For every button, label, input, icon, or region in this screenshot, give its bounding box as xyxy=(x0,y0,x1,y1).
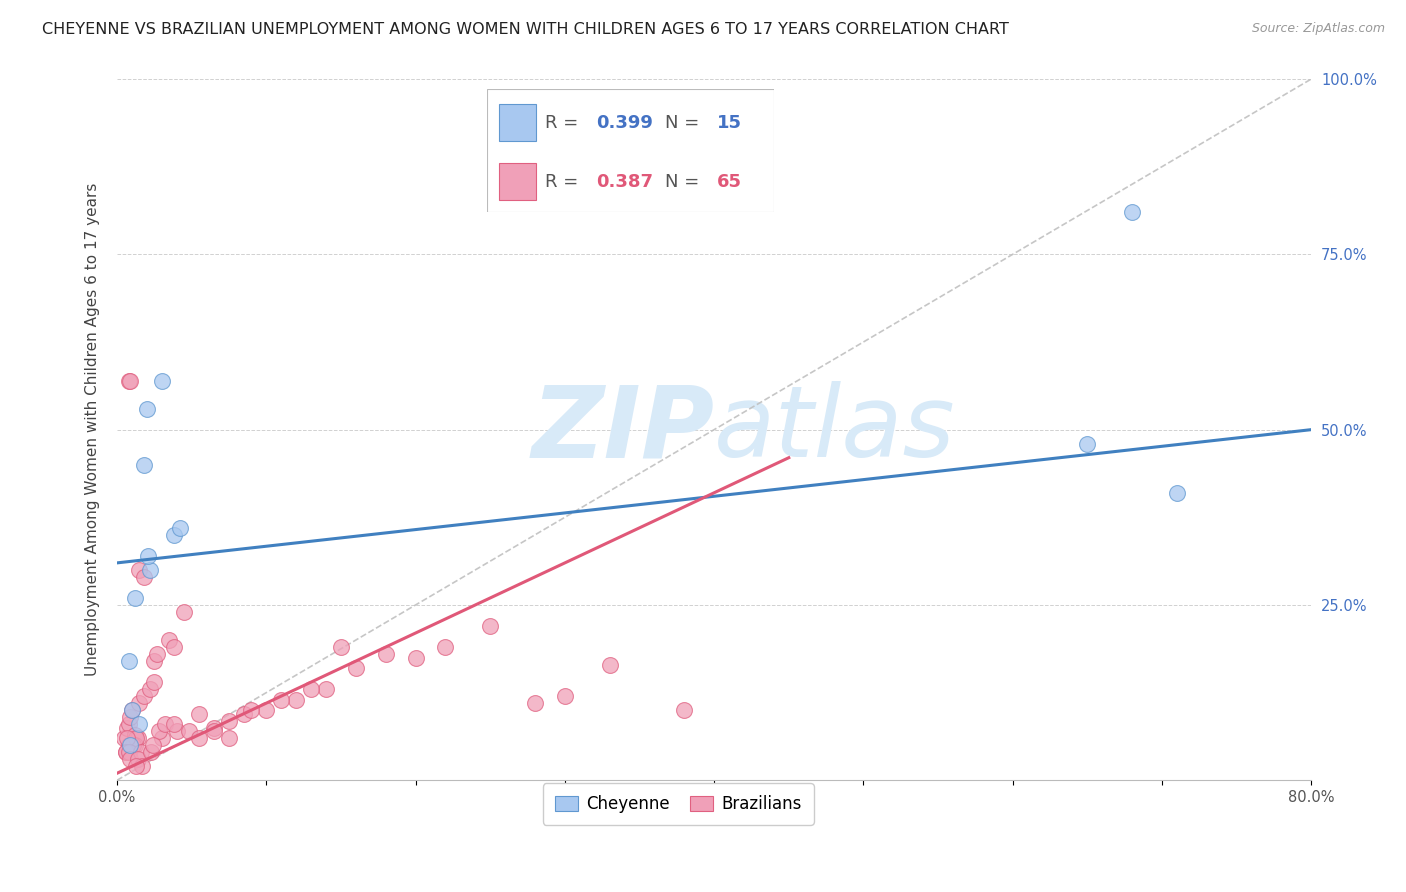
Point xyxy=(132,458,155,472)
Legend: Cheyenne, Brazilians: Cheyenne, Brazilians xyxy=(543,783,814,824)
Point xyxy=(118,738,141,752)
Text: Source: ZipAtlas.com: Source: ZipAtlas.com xyxy=(1251,22,1385,36)
Point xyxy=(188,706,211,721)
Point xyxy=(141,745,163,759)
Point xyxy=(1076,436,1098,450)
Point xyxy=(132,689,155,703)
Text: CHEYENNE VS BRAZILIAN UNEMPLOYMENT AMONG WOMEN WITH CHILDREN AGES 6 TO 17 YEARS : CHEYENNE VS BRAZILIAN UNEMPLOYMENT AMONG… xyxy=(42,22,1010,37)
Point xyxy=(118,654,141,668)
Text: atlas: atlas xyxy=(714,381,956,478)
Point xyxy=(202,724,225,739)
Point xyxy=(153,717,176,731)
Point xyxy=(554,689,576,703)
Point xyxy=(118,374,141,388)
Point xyxy=(139,682,162,697)
Point xyxy=(202,721,225,735)
Point xyxy=(132,570,155,584)
Point xyxy=(315,682,337,697)
Point xyxy=(122,738,145,752)
Point xyxy=(148,724,170,739)
Point xyxy=(599,657,621,672)
Point xyxy=(115,745,138,759)
Point xyxy=(143,675,166,690)
Point xyxy=(124,728,146,742)
Point xyxy=(150,731,173,746)
Point xyxy=(218,731,240,746)
Point xyxy=(163,640,186,654)
Point xyxy=(150,374,173,388)
Point xyxy=(524,696,547,710)
Point xyxy=(135,401,157,416)
Point xyxy=(143,654,166,668)
Point xyxy=(120,374,142,388)
Point xyxy=(232,706,254,721)
Point xyxy=(299,682,322,697)
Point xyxy=(270,692,292,706)
Point xyxy=(128,696,150,710)
Point xyxy=(124,738,146,752)
Point xyxy=(163,717,186,731)
Point xyxy=(1166,485,1188,500)
Point xyxy=(146,647,169,661)
Point xyxy=(120,738,142,752)
Point xyxy=(139,563,162,577)
Point xyxy=(1121,205,1143,219)
Point xyxy=(125,759,148,773)
Point xyxy=(374,647,396,661)
Point xyxy=(254,703,277,717)
Point xyxy=(115,745,138,759)
Point xyxy=(127,731,149,746)
Point xyxy=(673,703,696,717)
Point xyxy=(117,721,139,735)
Point xyxy=(157,633,180,648)
Point xyxy=(128,563,150,577)
Point xyxy=(121,703,143,717)
Point xyxy=(127,752,149,766)
Text: ZIP: ZIP xyxy=(531,381,714,478)
Point xyxy=(240,703,263,717)
Y-axis label: Unemployment Among Women with Children Ages 6 to 17 years: Unemployment Among Women with Children A… xyxy=(86,183,100,676)
Point xyxy=(177,724,200,739)
Point xyxy=(114,731,136,746)
Point xyxy=(163,528,186,542)
Point xyxy=(538,93,561,107)
Point xyxy=(136,549,159,563)
Point xyxy=(121,703,143,717)
Point xyxy=(131,759,153,773)
Point xyxy=(120,710,142,724)
Point xyxy=(124,591,146,605)
Point xyxy=(118,717,141,731)
Point xyxy=(344,661,367,675)
Point xyxy=(129,745,152,759)
Point xyxy=(285,692,308,706)
Point xyxy=(142,738,165,752)
Point xyxy=(405,650,427,665)
Point xyxy=(166,724,188,739)
Point xyxy=(125,731,148,746)
Point xyxy=(434,640,457,654)
Point xyxy=(188,731,211,746)
Point xyxy=(329,640,352,654)
Point xyxy=(120,752,142,766)
Point xyxy=(117,731,139,746)
Point xyxy=(479,619,502,633)
Point xyxy=(173,605,195,619)
Point xyxy=(169,521,191,535)
Point xyxy=(218,714,240,728)
Point xyxy=(128,717,150,731)
Point xyxy=(118,745,141,759)
